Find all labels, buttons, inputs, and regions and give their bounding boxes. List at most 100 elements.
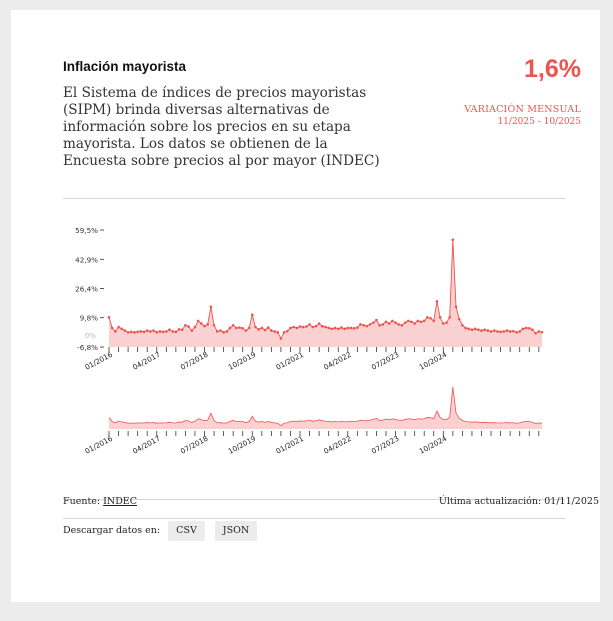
- data-point: [442, 322, 445, 325]
- data-point: [133, 331, 136, 334]
- area-fill: [109, 239, 542, 347]
- data-point: [359, 323, 362, 326]
- data-point: [180, 328, 184, 332]
- data-point: [422, 319, 426, 323]
- data-point: [200, 322, 203, 325]
- data-point: [174, 330, 178, 334]
- data-point: [225, 330, 229, 333]
- data-point: [145, 329, 149, 332]
- data-point: [416, 319, 420, 323]
- data-point: [473, 327, 477, 331]
- last-updated: Última actualización: 01/11/2025: [438, 496, 599, 507]
- data-point: [289, 326, 292, 330]
- data-point: [158, 330, 162, 333]
- data-point: [467, 327, 471, 331]
- data-point: [387, 322, 391, 325]
- data-point: [429, 316, 432, 320]
- data-point: [238, 326, 241, 329]
- x-tick-label: 10/2019: [227, 350, 258, 372]
- data-point: [187, 325, 190, 328]
- data-point: [486, 329, 490, 332]
- data-point: [333, 326, 337, 330]
- data-point: [445, 321, 448, 324]
- data-point: [413, 322, 416, 325]
- data-point: [508, 330, 512, 333]
- data-point: [324, 325, 327, 329]
- data-point: [298, 325, 302, 328]
- data-point: [419, 320, 423, 324]
- data-point: [276, 331, 280, 334]
- data-point: [492, 329, 496, 332]
- inflation-chart: 59,5%42,9%26,4%9,8%0%-6,8%01/2016 04/2017…: [75, 226, 544, 456]
- data-point: [209, 305, 213, 309]
- data-point: [454, 305, 458, 309]
- data-point: [432, 319, 436, 323]
- data-point: [330, 327, 334, 331]
- data-point: [222, 331, 225, 334]
- data-point: [241, 326, 245, 330]
- download-label: Descargar datos en:: [63, 525, 161, 536]
- data-point: [321, 324, 324, 328]
- data-point: [349, 326, 353, 330]
- range-brush[interactable]: 01/2016 04/2017 07/2018 10/2019 01/2021 04/20…: [83, 386, 543, 456]
- footer-divider: [63, 499, 565, 500]
- data-point: [375, 318, 378, 322]
- data-point: [470, 328, 474, 332]
- data-point: [524, 326, 528, 330]
- data-point: [435, 300, 439, 303]
- data-point: [285, 329, 289, 333]
- y-tick-label: 26,4%: [75, 284, 98, 293]
- data-point: [371, 321, 375, 324]
- y-tick-label: 9,8%: [80, 314, 98, 323]
- data-point: [540, 330, 544, 334]
- data-point: [193, 325, 197, 329]
- data-point: [136, 330, 139, 334]
- data-point: [168, 328, 171, 332]
- data-point: [451, 238, 455, 242]
- x-tick-label: 04/2017: [131, 350, 162, 372]
- data-point: [365, 324, 369, 328]
- data-point: [368, 323, 372, 326]
- data-point: [282, 331, 286, 334]
- data-point: [171, 330, 174, 333]
- chart-card: [11, 10, 600, 602]
- data-point: [531, 328, 534, 332]
- data-point: [247, 326, 251, 330]
- data-point: [356, 326, 359, 329]
- brush-x-tick-label: 07/2023: [370, 434, 401, 456]
- x-tick-label: 04/2022: [322, 350, 353, 372]
- metric-label: VARIACIÓN MENSUAL: [464, 104, 581, 115]
- source: Fuente: INDEC: [63, 496, 137, 507]
- y-tick-label: 0%: [85, 331, 97, 340]
- data-point: [518, 330, 522, 333]
- data-point: [107, 316, 111, 319]
- download-json-button[interactable]: JSON: [215, 521, 257, 541]
- data-point: [244, 329, 248, 332]
- brush-x-tick-label: 01/2021: [274, 434, 305, 456]
- data-point: [397, 323, 401, 326]
- data-point: [394, 321, 397, 324]
- data-point: [346, 326, 350, 330]
- data-point: [448, 316, 451, 319]
- download-csv-button[interactable]: CSV: [168, 521, 205, 541]
- data-point: [343, 327, 346, 331]
- data-point: [203, 324, 206, 328]
- data-point: [161, 330, 165, 334]
- data-point: [292, 325, 295, 329]
- data-point: [477, 328, 480, 332]
- brush-x-tick-label: 10/2024: [418, 434, 449, 456]
- y-tick-label: 42,9%: [75, 255, 98, 264]
- brush-line: [108, 386, 543, 427]
- data-point: [254, 325, 257, 329]
- source-link[interactable]: INDEC: [103, 496, 138, 507]
- data-point: [489, 330, 493, 333]
- data-point: [235, 326, 238, 330]
- data-point: [273, 330, 276, 333]
- current-value: 1,6%: [524, 55, 581, 83]
- data-point: [537, 330, 541, 333]
- data-point: [231, 323, 235, 327]
- data-point: [314, 324, 318, 328]
- main-plot: 59,5% 42,9% 26,4% 9,8% 0% -6,8%01/2016 04/2017…: [75, 226, 544, 372]
- data-point: [352, 326, 356, 330]
- data-point: [521, 327, 525, 331]
